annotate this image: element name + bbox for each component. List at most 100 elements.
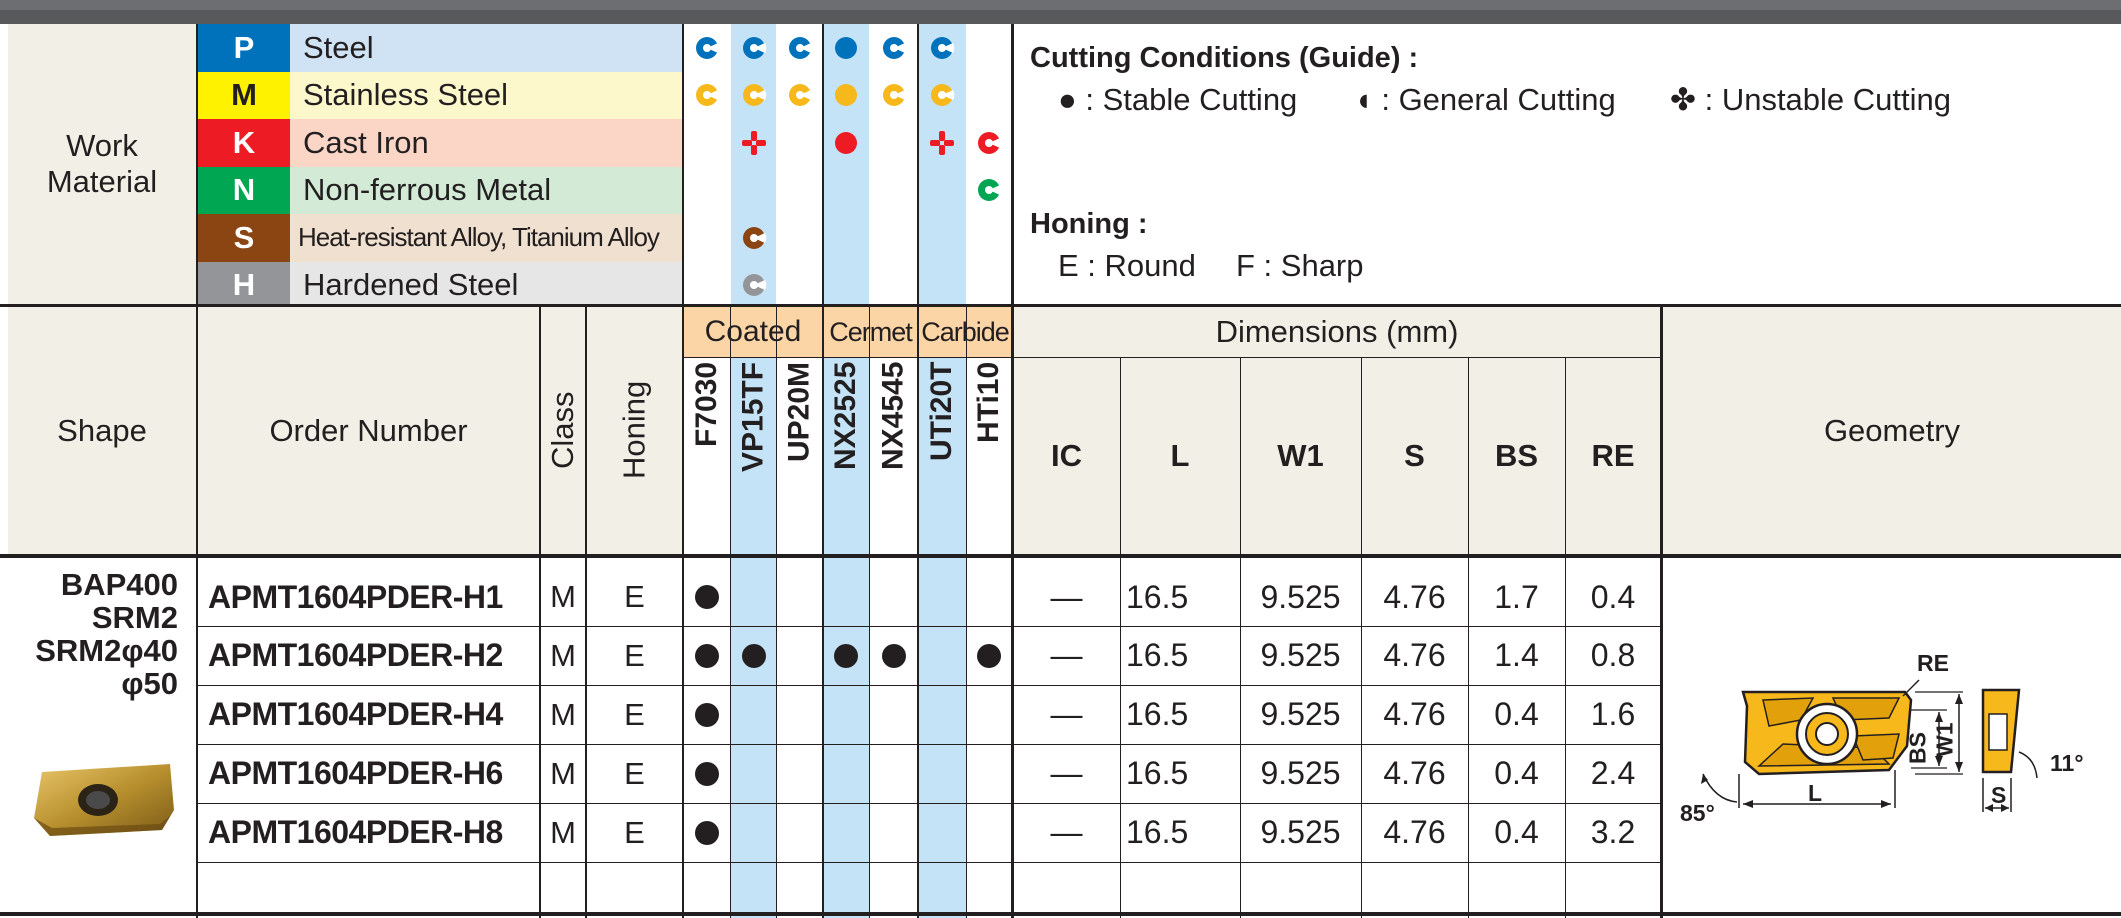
material-name-m: Stainless Steel: [290, 71, 682, 119]
condition-general: ◖ : General Cutting: [1354, 82, 1616, 117]
dim-s-cell: 4.76: [1383, 755, 1446, 791]
stock-dot-f7030: [695, 761, 719, 786]
highlight-nx2525: [823, 24, 869, 918]
header-bg-order: [198, 307, 539, 554]
dim-w1-cell: 9.525: [1260, 814, 1341, 850]
insert-photo-image: [34, 764, 174, 836]
work-material-line2: Material: [46, 164, 158, 199]
stock-dot-f7030: [695, 820, 719, 845]
header-bg-carbide: [918, 307, 1012, 357]
header-bg-class: [541, 307, 585, 554]
stable-cutting-icon-nx2525-m: [835, 84, 857, 107]
header-dimensions: Dimensions (mm): [1215, 314, 1459, 349]
dim-bs-cell: 0.4: [1494, 814, 1539, 850]
order-number: APMT1604PDER-H1: [208, 578, 503, 615]
col-coated-end: [822, 24, 824, 918]
header-carbide: Carbide: [921, 316, 1010, 347]
conditions-title: Cutting Conditions (Guide) :: [1030, 42, 1419, 74]
shape-line2: SRM2: [91, 600, 178, 635]
stable-cutting-icon-nx2525-p: [835, 36, 857, 59]
honing-cell: E: [624, 814, 645, 850]
dim-w1-cell: 9.525: [1260, 755, 1341, 791]
general-cutting-icon-hti10-n: [978, 179, 1002, 202]
header-shape: Shape: [57, 412, 147, 448]
grade-header-uti20t: UTi20T: [925, 362, 958, 462]
general-cutting-icon-f7030-p: [696, 36, 720, 59]
rule-grade-group: [683, 357, 1012, 358]
general-cutting-icon-vp15tf-p: [742, 36, 766, 59]
rule-table-bottom: [0, 912, 2121, 916]
geometry-label-85: 85°: [1680, 800, 1715, 826]
general-cutting-icon-up20m-m: [788, 84, 812, 107]
class-cell: M: [550, 696, 576, 732]
material-name-s: Heat-resistant Alloy, Titanium Alloy: [290, 214, 682, 262]
unstable-cutting-icon-vp15tf-k: [741, 130, 766, 155]
dim-bs-cell: 1.4: [1494, 637, 1539, 673]
geometry-label-bs: BS: [1904, 732, 1931, 764]
dim-l-cell: 16.5: [1126, 578, 1189, 615]
honing-legend-title: Honing :: [1030, 208, 1148, 240]
dim-ic-cell: —: [1050, 578, 1083, 615]
dim-s-cell: 4.76: [1383, 578, 1446, 615]
dim-bs-cell: 0.4: [1494, 696, 1539, 732]
geometry-label-l: L: [1808, 780, 1823, 806]
rule-header-top: [0, 304, 2121, 307]
header-bg-cermet: [823, 307, 918, 357]
rule-row: [198, 626, 1661, 627]
highlight-uti20t: [918, 24, 966, 918]
honing-cell: E: [624, 637, 645, 673]
stock-dot-hti10: [977, 643, 1001, 668]
material-code-m: M: [198, 71, 290, 119]
col-dim: [1361, 358, 1362, 918]
rule-row: [198, 744, 1661, 745]
material-name-n: Non-ferrous Metal: [290, 166, 682, 214]
col-cermet-end: [917, 24, 919, 918]
header-bg-dimensions: [1013, 307, 1661, 554]
order-number: APMT1604PDER-H6: [208, 755, 503, 791]
geometry-label-w1: W1: [1931, 722, 1958, 758]
general-cutting-icon-uti20t-m: [931, 84, 955, 107]
dim-re-cell: 1.6: [1590, 696, 1636, 732]
stock-dot-f7030: [695, 702, 719, 727]
honing-cell: E: [624, 755, 645, 791]
dim-re-cell: 0.8: [1590, 637, 1636, 673]
general-cutting-icon-vp15tf-s: [742, 226, 766, 249]
general-cutting-icon-vp15tf-h: [742, 274, 766, 297]
stable-cutting-icon-nx2525-k: [835, 131, 857, 154]
col-class: [585, 307, 587, 918]
shape-line3: SRM2φ40: [35, 633, 178, 668]
class-cell: M: [550, 579, 576, 614]
col-left: [196, 24, 198, 918]
work-material-label-bg: [8, 24, 196, 304]
dim-w1-cell: 9.525: [1260, 578, 1341, 615]
stock-dot-nx2525: [834, 643, 858, 668]
grade-header-up20m: UP20M: [782, 362, 816, 463]
header-class: Class: [545, 391, 580, 469]
col-dim: [1240, 358, 1241, 918]
geometry-label-11: 11°: [2050, 750, 2084, 776]
general-cutting-icon-nx4545-p: [882, 36, 906, 59]
dim-ic-cell: —: [1050, 696, 1083, 732]
col-order: [539, 307, 541, 918]
header-cermet: Cermet: [829, 316, 913, 347]
condition-stable: ● : Stable Cutting: [1058, 82, 1298, 117]
dim-re-cell: 0.4: [1590, 578, 1636, 615]
condition-unstable: ✤ : Unstable Cutting: [1670, 82, 1951, 117]
col-grade: [776, 307, 777, 918]
col-dims-end: [1660, 307, 1663, 918]
col-grade: [869, 307, 870, 918]
unstable-cutting-icon-uti20t-k: [930, 130, 954, 155]
material-code-s: S: [198, 214, 290, 262]
dim-header-w1: W1: [1277, 438, 1324, 473]
class-cell: M: [550, 637, 576, 673]
general-cutting-icon-nx4545-m: [882, 84, 906, 107]
material-name-h: Hardened Steel: [290, 261, 682, 309]
geometry-label-re: RE: [1917, 650, 1949, 676]
dim-w1-cell: 9.525: [1260, 696, 1341, 732]
general-cutting-icon-up20m-p: [788, 36, 812, 59]
geometry-label-s: S: [1991, 782, 2007, 808]
stock-dot-f7030: [695, 585, 719, 609]
material-code-p: P: [198, 24, 290, 72]
material-name-p: Steel: [290, 24, 682, 72]
dim-header-re: RE: [1591, 438, 1635, 473]
